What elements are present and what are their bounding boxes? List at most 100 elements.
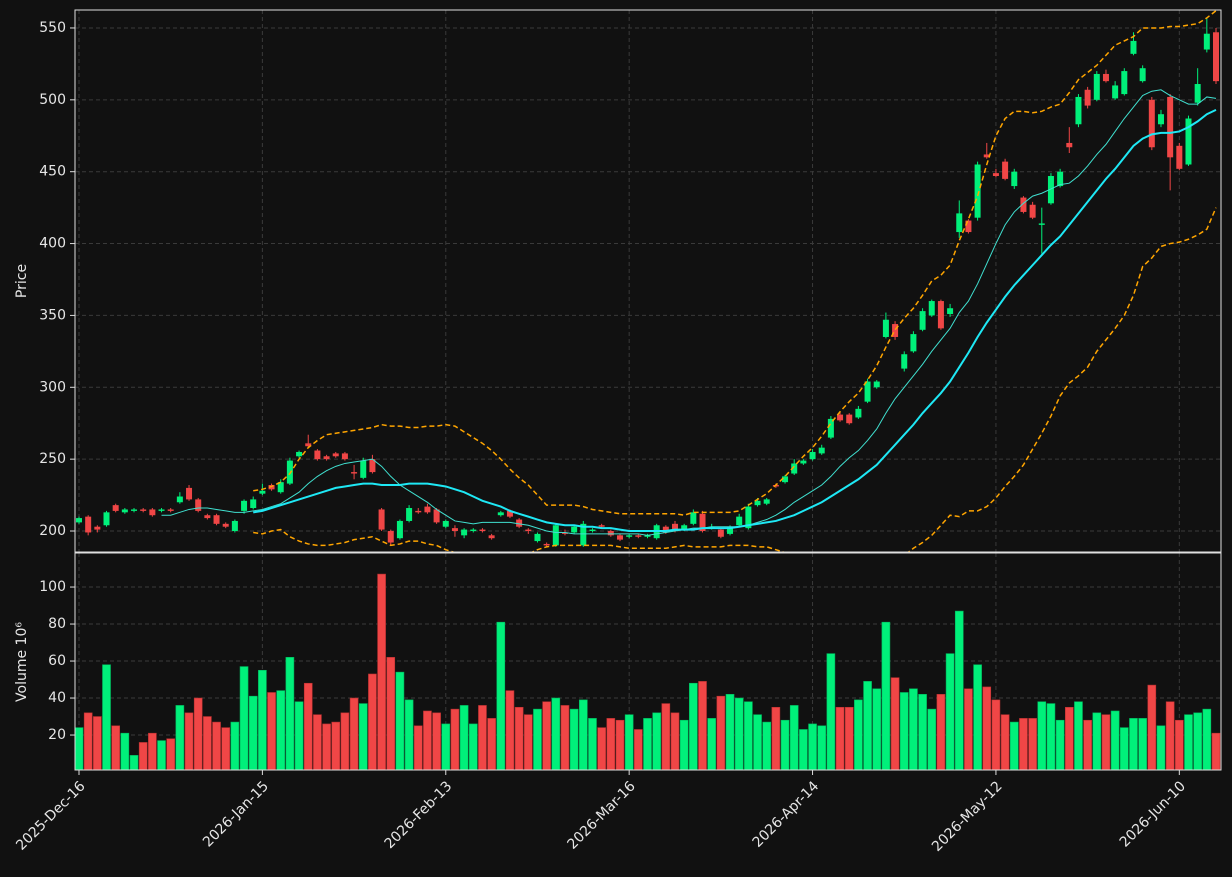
candle-body [525,529,532,532]
candle-body [782,476,789,483]
volume-bar [826,653,836,770]
volume-bar [157,740,166,770]
y-tick-label: 400 [39,236,66,252]
volume-bar [799,729,808,770]
candle-body [131,509,138,511]
candle-body [598,525,605,527]
candle-body [837,414,844,421]
candle-body [571,526,578,533]
volume-bar [331,721,341,770]
volume-bar [936,694,946,770]
candle-body [1047,176,1054,204]
volume-bar [689,682,698,770]
volume-bar [945,653,955,770]
volume-bar [322,723,331,770]
volume-bar [1092,712,1102,770]
candle-body [1157,114,1164,125]
candle-body [1066,142,1073,148]
volume-bar [1064,706,1074,770]
volume-plot [75,553,1221,770]
candle-body [1194,84,1201,103]
candle-body [341,453,348,460]
volume-bar [294,701,304,770]
candle-body [607,531,614,536]
candle-body [1167,96,1174,158]
candle-body [305,443,312,447]
y-tick-label: 300 [39,379,66,395]
volume-bar [789,705,799,770]
candle-body [800,460,807,464]
candle-body [360,460,367,478]
volume-bar [395,671,405,770]
volume-bar [734,697,744,770]
volume-bar [83,712,93,770]
volume-bar [863,681,872,770]
candle-body [250,499,257,509]
candle-body [534,533,541,542]
volume-bar [413,725,423,770]
candle-body [186,487,193,500]
volume-bar [1211,732,1221,770]
volume-bar [221,727,231,770]
volume-bar [1046,703,1056,770]
candle-body [1176,145,1183,169]
volume-bar [1019,718,1028,770]
volume-bar [340,712,350,770]
candle-body [864,381,871,402]
candle-body [561,532,568,534]
candle-body [195,499,202,511]
candle-body [616,535,623,540]
candle-body [277,482,284,493]
y-tick-label: 40 [48,690,66,706]
plot-frame [74,552,1222,771]
candle-body [378,509,385,530]
y-tick-label: 550 [39,20,66,36]
candle-body [736,516,743,526]
volume-bar [148,732,157,770]
candle-body [672,523,679,532]
volume-bar [1074,701,1083,770]
candle-body [433,509,440,523]
volume-bar [102,664,111,770]
candle-body [589,529,596,532]
candle-body [956,213,963,233]
candle-body [1121,71,1128,95]
y-tick-label: 450 [39,164,66,180]
volume-bar [560,705,570,770]
volume-bar [1202,708,1212,770]
volume-bar [285,657,295,770]
candle-body [717,529,724,537]
candle-body [745,506,752,529]
candle-body [965,220,972,233]
volume-bar [1055,719,1065,770]
volume-bar [230,721,240,770]
y-tick-label: 20 [48,727,66,743]
candle-body [369,459,376,473]
volume-bar [881,621,891,770]
volume-bar [523,714,533,770]
volume-bar [441,723,451,770]
volume-bar [808,723,817,770]
volume-bar [377,573,386,770]
candle-body [543,543,550,546]
candle-body [1011,171,1018,187]
volume-bar [679,719,689,770]
volume-bar [487,718,496,770]
volume-bar [1193,712,1202,770]
candle-body [497,512,504,516]
volume-bar [459,705,469,770]
candle-body [1084,89,1091,106]
candle-body [1029,204,1036,218]
volume-bar [303,682,313,770]
volume-bar [1165,701,1175,770]
candle-body [396,520,403,539]
candle-body [1112,85,1119,99]
candle-body [763,499,770,504]
candle-body [552,525,559,546]
volume-bar [129,755,139,770]
volume-bar [423,710,432,770]
volume-bar [505,690,515,770]
candle-body [103,512,110,526]
